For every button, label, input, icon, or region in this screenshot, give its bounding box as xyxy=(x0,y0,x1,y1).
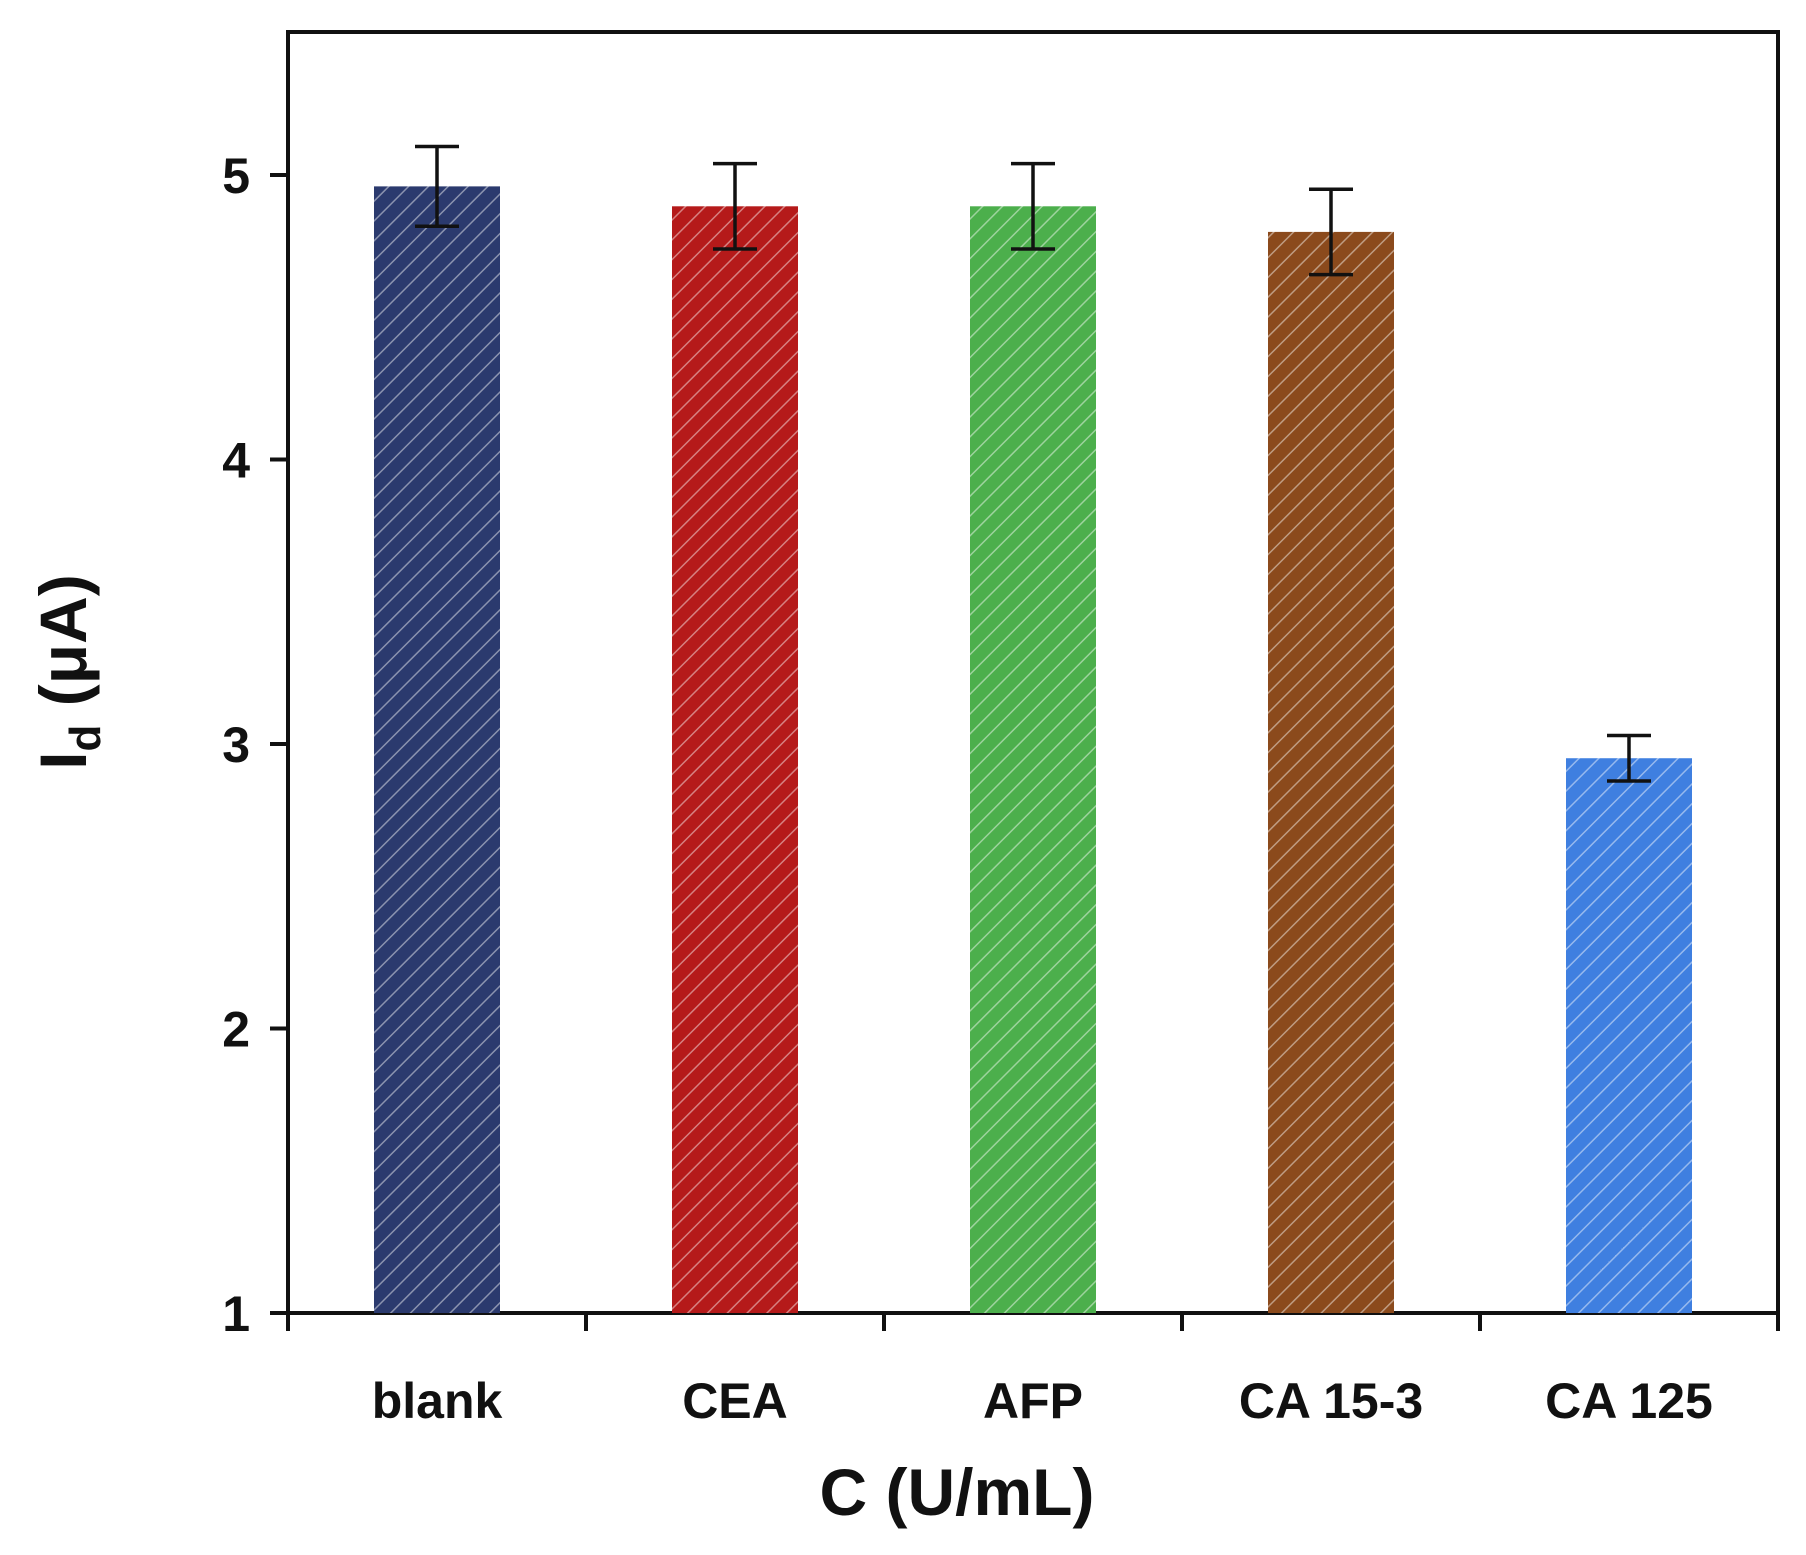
error-bar xyxy=(1309,187,1353,277)
y-axis-title: Id (μA) xyxy=(26,574,110,770)
bar-blank xyxy=(374,186,500,1313)
error-bar xyxy=(415,144,459,228)
error-bar xyxy=(1011,161,1055,251)
x-tick-label: CEA xyxy=(682,1373,788,1429)
x-tick-label: blank xyxy=(372,1373,503,1429)
bar-cea xyxy=(672,206,798,1313)
x-tick-label: CA 125 xyxy=(1545,1373,1713,1429)
error-bars-layer xyxy=(415,144,1651,783)
y-tick-label: 4 xyxy=(222,433,250,489)
y-tick-label: 5 xyxy=(222,148,250,204)
error-bar xyxy=(1607,733,1651,783)
bar-ca-125 xyxy=(1566,758,1692,1313)
x-tick-label: CA 15-3 xyxy=(1239,1373,1423,1429)
y-axis-title-subscript: d xyxy=(61,725,110,752)
y-tick-label: 1 xyxy=(222,1286,250,1342)
x-axis: blank CEA AFP CA 15-3 CA 125 xyxy=(286,1313,1780,1429)
y-axis: 1 2 3 4 5 xyxy=(222,148,288,1342)
bar-afp xyxy=(970,206,1096,1313)
bar-ca-15-3 xyxy=(1268,231,1394,1313)
y-tick-label: 3 xyxy=(222,717,250,773)
x-tick-label: AFP xyxy=(983,1373,1083,1429)
y-axis-title-main: I xyxy=(26,751,100,769)
error-bar xyxy=(713,161,757,251)
y-tick-label: 2 xyxy=(222,1002,250,1058)
y-axis-title-unit: (μA) xyxy=(26,574,100,724)
bars-layer xyxy=(374,186,1692,1313)
x-axis-title: C (U/mL) xyxy=(820,1455,1095,1529)
